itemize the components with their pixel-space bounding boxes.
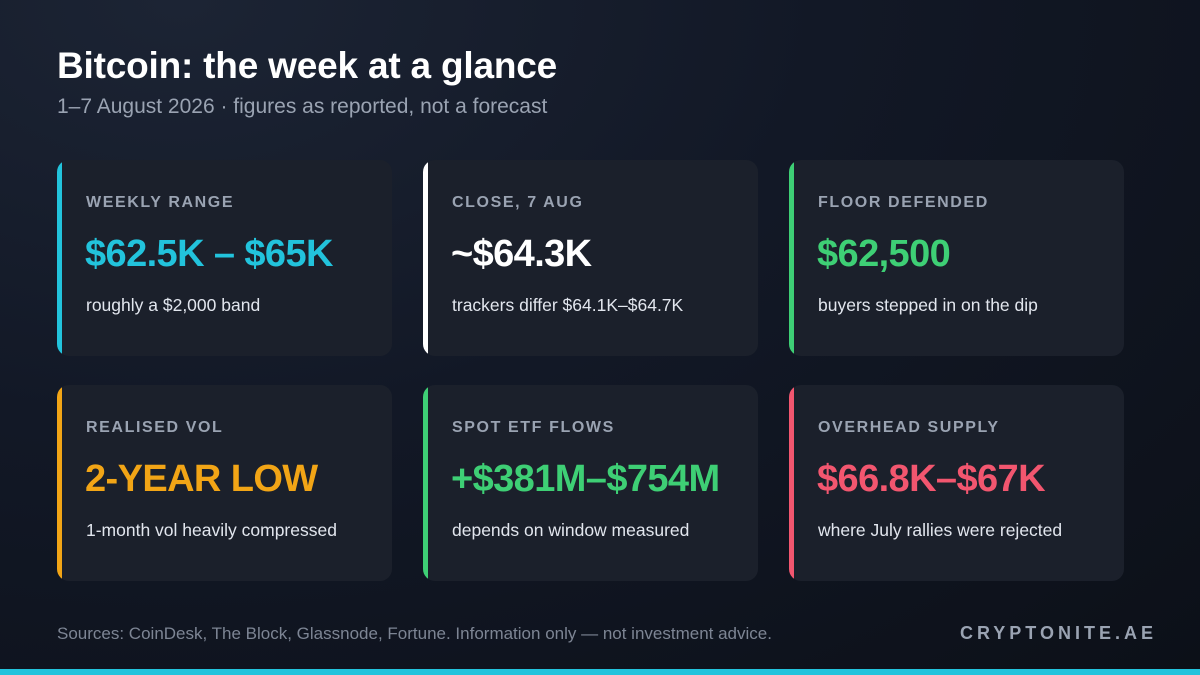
brand-wordmark: CRYPTONITE.AE: [959, 623, 1157, 643]
card-note: depends on window measured: [452, 520, 690, 540]
card-note: where July rallies were rejected: [818, 520, 1063, 540]
card-label: OVERHEAD SUPPLY: [818, 419, 1000, 436]
page-subtitle: 1–7 August 2026 · figures as reported, n…: [57, 95, 548, 119]
accent-bar: [57, 385, 62, 581]
header: Bitcoin: the week at a glance 1–7 August…: [57, 44, 557, 120]
stat-card-spot-etf-flows: SPOT ETF FLOWS +$381M–$754M depends on w…: [423, 385, 758, 581]
accent-bar: [423, 385, 428, 581]
accent-bar: [789, 160, 794, 356]
card-note: 1-month vol heavily compressed: [86, 520, 337, 540]
card-label: WEEKLY RANGE: [86, 194, 235, 211]
stats-grid: WEEKLY RANGE $62.5K – $65K roughly a $2,…: [57, 160, 1125, 581]
stat-card-overhead-supply: OVERHEAD SUPPLY $66.8K–$67K where July r…: [789, 385, 1124, 581]
stat-card-realised-vol: REALISED VOL 2-YEAR LOW 1-month vol heav…: [57, 385, 392, 581]
sources-note: Sources: CoinDesk, The Block, Glassnode,…: [57, 624, 772, 643]
stat-card-floor-defended: FLOOR DEFENDED $62,500 buyers stepped in…: [789, 160, 1124, 356]
card-value: 2-YEAR LOW: [85, 458, 318, 500]
page-title: Bitcoin: the week at a glance: [57, 45, 558, 86]
card-value: $62.5K – $65K: [85, 233, 333, 275]
card-label: SPOT ETF FLOWS: [452, 419, 615, 436]
card-value: +$381M–$754M: [451, 458, 720, 500]
card-label: CLOSE, 7 AUG: [452, 194, 584, 211]
card-value: $62,500: [817, 233, 951, 275]
accent-bar: [57, 160, 62, 356]
accent-bar: [423, 160, 428, 356]
stat-card-close: CLOSE, 7 AUG ~$64.3K trackers differ $64…: [423, 160, 758, 356]
bottom-accent-strip: [0, 669, 1200, 675]
card-note: trackers differ $64.1K–$64.7K: [452, 295, 684, 315]
card-value: ~$64.3K: [451, 233, 592, 275]
card-value: $66.8K–$67K: [817, 458, 1046, 500]
accent-bar: [789, 385, 794, 581]
card-note: buyers stepped in on the dip: [818, 295, 1038, 315]
card-label: REALISED VOL: [86, 419, 224, 436]
card-note: roughly a $2,000 band: [86, 295, 261, 315]
stat-card-weekly-range: WEEKLY RANGE $62.5K – $65K roughly a $2,…: [57, 160, 392, 356]
card-label: FLOOR DEFENDED: [818, 194, 989, 211]
